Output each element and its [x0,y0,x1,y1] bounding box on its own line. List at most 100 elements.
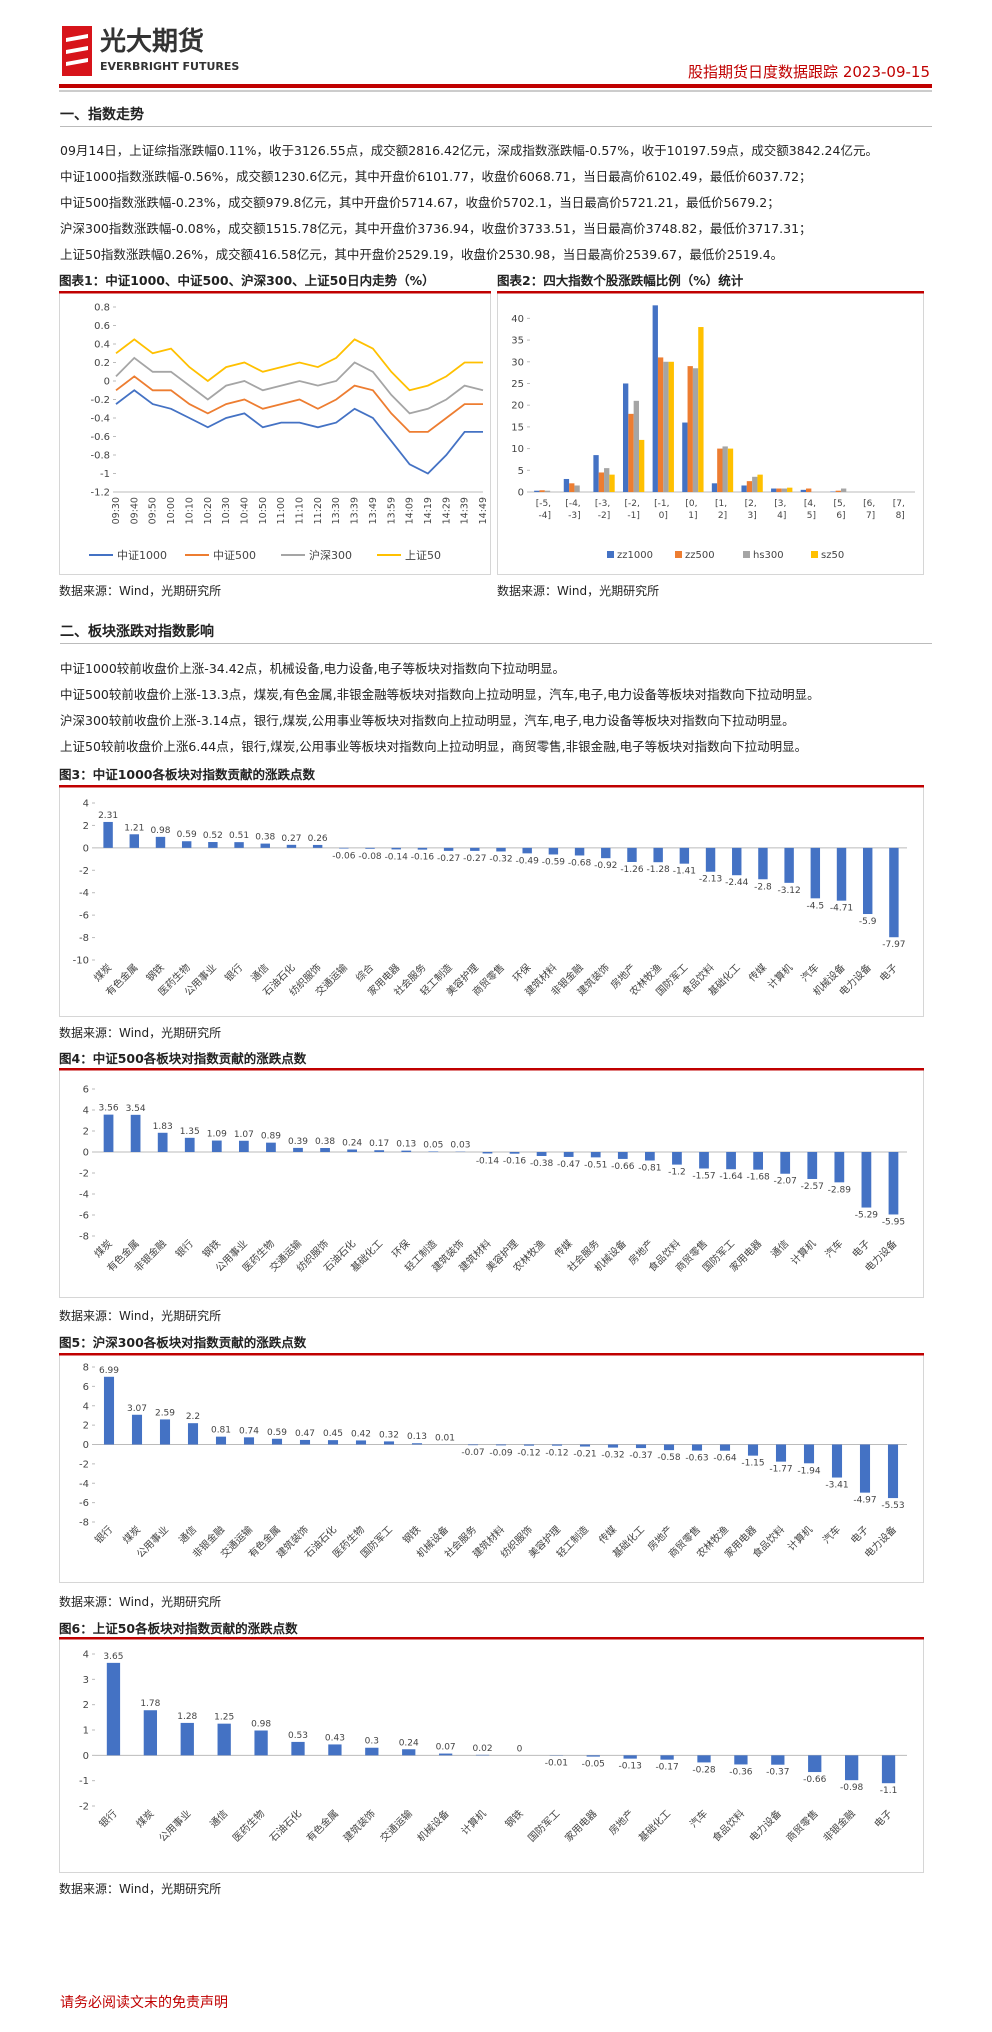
x-tick-label: 环保 [389,1237,412,1260]
x-tick-label: 11:20 [313,497,324,524]
bar [672,1152,682,1165]
data-label: 0.38 [255,833,275,843]
bar [374,1150,385,1152]
bar [534,490,540,492]
data-label: 0 [517,1744,523,1754]
bar [734,1755,748,1765]
data-label: 0.42 [351,1429,371,1439]
legend-label: zz1000 [617,550,653,561]
bar [129,834,140,848]
chart: -2 -1 0 1 2 3 4 3.65 银行 1.78 煤炭 1.28 公用事业 1.25 通信 0.98 医… [59,1637,924,1873]
data-label: 0.53 [288,1731,308,1741]
x-tick-label: [-1, 0] [654,499,672,521]
bar [887,1444,899,1499]
data-label: -0.21 [573,1450,596,1460]
paragraph: 沪深300指数涨跌幅-0.08%，成交额1515.78亿元，其中开盘价3736.… [60,221,812,236]
y-tick-label: 0 [83,1440,89,1451]
bar [746,481,753,492]
bar [238,1140,249,1152]
y-tick-label: -0.2 [90,395,110,406]
data-label: -0.27 [437,854,460,864]
data-label: -0.38 [530,1159,554,1169]
y-tick-label: -8 [79,933,89,944]
bar [668,361,674,492]
data-label: -0.12 [545,1449,568,1459]
data-label: 3.56 [99,1104,119,1114]
bar [327,1440,339,1445]
data-label: 2.31 [98,811,118,821]
data-label: -5.9 [859,917,877,927]
bar [889,847,899,938]
y-tick-label: 8 [83,1363,89,1374]
bar [299,1439,311,1445]
y-tick-label: -10 [73,956,89,967]
bar [551,1444,563,1446]
bar [682,422,688,492]
data-label: -0.49 [516,856,540,866]
bar [781,488,788,492]
x-tick-label: 09:30 [111,497,122,524]
data-label: 1.78 [140,1699,160,1709]
data-label: -2.57 [801,1182,824,1192]
data-label: 0.81 [211,1426,231,1436]
chart-top-rule [59,1353,924,1356]
bar [365,847,375,849]
bar [286,844,297,848]
source-note: 数据来源：Wind，光期研究所 [59,1309,222,1323]
paragraph: 上证50较前收盘价上涨6.44点，银行,煤炭,公用事业等板块对指数向上拉动明显，… [60,739,808,754]
data-label: -2.13 [699,875,722,885]
x-tick-label: 11:10 [295,497,306,524]
x-tick-label: 电子 [848,1523,871,1546]
chart-title: 图5：沪深300各板块对指数贡献的涨跌点数 [59,1335,307,1350]
data-label: 3.54 [126,1104,146,1114]
bar [467,1444,479,1446]
bar [627,847,637,862]
data-label: 0.01 [435,1433,455,1443]
paragraph: 上证50指数涨跌幅0.26%，成交额416.58亿元，其中开盘价2529.19，… [60,247,784,262]
y-tick-label: 0.2 [94,358,110,369]
x-tick-label: 交通运输 [377,1807,414,1844]
bar [747,1444,759,1456]
data-label: -1.41 [673,867,696,877]
x-tick-label: 14:09 [405,497,416,524]
x-tick-label: 计算机 [788,1237,818,1267]
chart-title: 图6：上证50各板块对指数贡献的涨跌点数 [59,1621,298,1636]
bar [607,1444,619,1448]
bar [586,1755,600,1757]
data-label: 0.47 [295,1429,315,1439]
bar [157,1132,168,1152]
bar [604,468,610,492]
bar [732,847,742,876]
logo-cn: 光大期货 [99,26,204,57]
bar [470,847,480,851]
x-tick-label: 10:10 [184,497,195,524]
x-tick-label: [-4, -3] [565,499,583,521]
bar [628,413,634,492]
bar [211,1140,222,1152]
bar [411,1443,423,1445]
bar [208,842,218,848]
bar [155,836,166,848]
data-label: 0.43 [325,1733,345,1743]
bar [312,844,323,848]
x-tick-label: 通信 [208,1808,231,1831]
data-label: 0.32 [379,1430,399,1440]
bar [722,446,728,492]
y-tick-label: -4 [79,1190,89,1201]
source-note: 数据来源：Wind，光期研究所 [59,584,222,598]
x-tick-label: [-5, -4] [536,499,554,521]
x-tick-label: 环保 [510,961,533,984]
data-label: -0.08 [358,852,382,862]
data-label: -0.66 [611,1162,635,1172]
line-series [115,389,483,475]
bar [697,1755,711,1763]
y-tick-label: 0.8 [94,303,110,314]
bar [726,1152,736,1170]
data-label: 2.2 [186,1412,200,1422]
bar [807,1152,818,1179]
legend-label: zz500 [685,550,715,561]
x-tick-label: 计算机 [458,1807,488,1837]
y-tick-label: 0 [83,1148,89,1159]
data-label: -1.64 [719,1172,743,1182]
